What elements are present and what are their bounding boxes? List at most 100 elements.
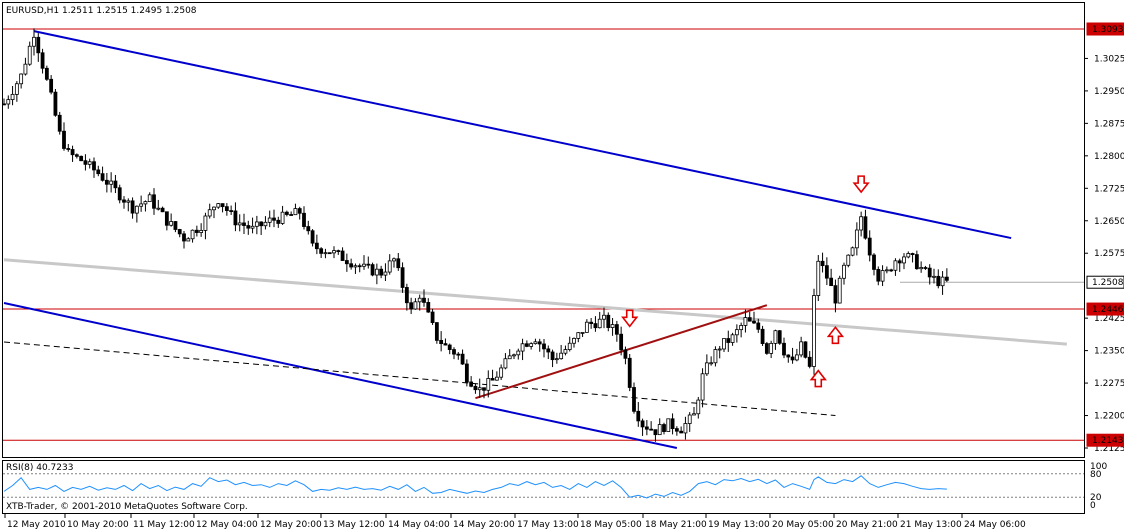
candle-body (349, 263, 354, 268)
candle-body (602, 314, 606, 320)
candle-body (233, 210, 238, 226)
candle-body (674, 428, 679, 432)
candle-body (730, 334, 735, 343)
x-tick-label: 21 May 13:00 (900, 520, 962, 530)
candle-body (70, 149, 75, 156)
candle-body (152, 194, 156, 209)
candle-body (207, 209, 212, 217)
candle-body (404, 287, 409, 304)
candle-body (32, 36, 36, 47)
candle-body (769, 342, 774, 354)
x-tick-label: 18 May 05:00 (580, 520, 642, 530)
x-tick-label: 17 May 13:00 (517, 520, 579, 530)
candle-body (529, 343, 534, 347)
candle-body (289, 214, 294, 216)
candle-body (516, 350, 521, 356)
candle-body (400, 267, 405, 288)
candle-body (572, 338, 576, 344)
arrow-up-icon (826, 325, 845, 345)
candle-body (846, 254, 851, 266)
candle-body (709, 362, 714, 365)
candle-body (100, 173, 105, 181)
candle-body (752, 320, 756, 324)
candle-body (713, 349, 718, 364)
rsi-tick-label: 20 (1090, 493, 1102, 503)
candle-body (927, 267, 932, 278)
candle-body (542, 343, 546, 350)
candle-body (807, 356, 812, 367)
candle-body (700, 373, 705, 401)
candle-body (679, 430, 684, 434)
candle-body (344, 260, 349, 265)
candle-body (134, 205, 139, 214)
y-tick-label: 1.2575 (1094, 249, 1124, 259)
candle-body (27, 45, 32, 65)
candle-body (237, 222, 242, 226)
candle-body (53, 91, 58, 116)
candle-body (872, 254, 876, 270)
candle-body (649, 428, 654, 431)
candle-body (409, 302, 414, 310)
y-tick-label: 1.2125 (1094, 444, 1124, 454)
footer-copyright: XTB-Trader, © 2001-2010 MetaQuotes Softw… (6, 502, 248, 512)
candle-body (666, 418, 671, 432)
rsi-label: RSI(8) 40.7233 (6, 463, 73, 473)
candle-body (670, 418, 675, 429)
candle-body (229, 210, 234, 212)
candle-body (584, 321, 589, 333)
candle-body (314, 242, 319, 250)
candle-body (456, 353, 461, 356)
candle-body (417, 297, 422, 303)
candle-body (636, 410, 641, 422)
candle-body (113, 180, 118, 189)
candle-body (426, 302, 431, 313)
candle-body (897, 260, 902, 264)
candle-body (224, 206, 229, 211)
candle-body (773, 330, 778, 344)
rsi-tick-label: 0 (1090, 501, 1096, 511)
candle-body (92, 161, 96, 171)
y-tick-label: 1.2350 (1094, 347, 1124, 357)
candle-body (332, 250, 336, 254)
candle-body (173, 221, 178, 230)
candle-body (147, 194, 152, 203)
candle-body (692, 413, 696, 416)
candle-body (246, 225, 251, 229)
candle-body (910, 253, 915, 255)
candle-body (867, 237, 872, 256)
candle-body (263, 221, 268, 227)
trend-line-regression (3, 258, 1067, 346)
price-label-box (1086, 433, 1124, 447)
candle-body (764, 343, 769, 354)
candle-body (644, 426, 649, 430)
rsi-line (3, 475, 947, 499)
candle-body (876, 269, 881, 282)
candle-body (627, 357, 632, 388)
candle-body (739, 325, 744, 331)
price-label-value: 1.2508 (1092, 278, 1124, 288)
candle-body (370, 264, 375, 276)
y-tick-label: 1.2800 (1094, 152, 1124, 162)
candle-body (563, 349, 568, 354)
candle-body (62, 130, 66, 149)
candle-body (576, 332, 581, 339)
price-label-box (1086, 302, 1124, 316)
candle-body (782, 342, 786, 356)
candle-body (186, 238, 191, 242)
candle-body (863, 216, 868, 239)
candle-body (829, 277, 834, 287)
candle-body (503, 358, 508, 369)
candle-body (469, 381, 474, 387)
candle-body (704, 362, 709, 375)
candle-body (936, 275, 941, 287)
candle-body (482, 387, 486, 391)
y-tick-label: 1.2875 (1094, 119, 1124, 129)
candle-body (357, 265, 362, 268)
price-label-value: 1.2446 (1092, 305, 1124, 315)
y-tick-label: 1.2950 (1094, 87, 1124, 97)
candle-body (606, 314, 611, 328)
candle-body (820, 260, 825, 267)
candle-body (816, 260, 821, 296)
candle-body (387, 260, 392, 273)
candle-body (199, 230, 204, 233)
